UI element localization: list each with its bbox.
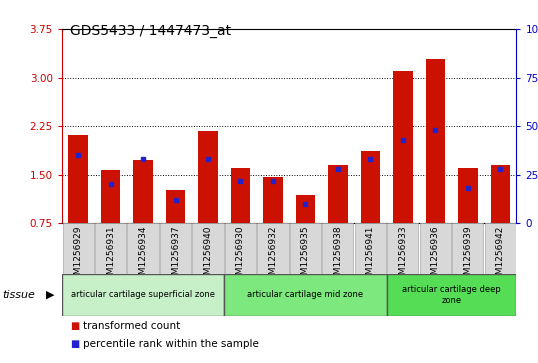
Text: GSM1256932: GSM1256932 xyxy=(268,226,278,286)
Text: articular cartilage mid zone: articular cartilage mid zone xyxy=(247,290,364,299)
FancyBboxPatch shape xyxy=(225,223,256,274)
FancyBboxPatch shape xyxy=(224,274,387,316)
Text: GSM1256934: GSM1256934 xyxy=(139,226,147,286)
Bar xyxy=(198,131,218,223)
Text: GSM1256931: GSM1256931 xyxy=(106,226,115,286)
Bar xyxy=(263,177,282,223)
FancyBboxPatch shape xyxy=(420,223,451,274)
Text: GSM1256933: GSM1256933 xyxy=(398,226,407,286)
FancyBboxPatch shape xyxy=(257,223,288,274)
Bar xyxy=(328,165,348,223)
Bar xyxy=(231,168,250,223)
Text: GSM1256940: GSM1256940 xyxy=(203,226,213,286)
Text: ■: ■ xyxy=(70,339,79,350)
FancyBboxPatch shape xyxy=(95,223,126,274)
FancyBboxPatch shape xyxy=(62,223,94,274)
Bar xyxy=(133,160,153,223)
Text: GSM1256939: GSM1256939 xyxy=(463,226,472,286)
FancyBboxPatch shape xyxy=(322,223,353,274)
Text: GSM1256929: GSM1256929 xyxy=(74,226,83,286)
FancyBboxPatch shape xyxy=(387,223,419,274)
FancyBboxPatch shape xyxy=(387,274,516,316)
Text: ■: ■ xyxy=(70,321,79,331)
Text: GSM1256938: GSM1256938 xyxy=(334,226,342,286)
Text: articular cartilage superficial zone: articular cartilage superficial zone xyxy=(71,290,215,299)
Text: GDS5433 / 1447473_at: GDS5433 / 1447473_at xyxy=(70,24,231,38)
FancyBboxPatch shape xyxy=(128,223,159,274)
FancyBboxPatch shape xyxy=(355,223,386,274)
Bar xyxy=(68,135,88,223)
Text: GSM1256941: GSM1256941 xyxy=(366,226,375,286)
Text: GSM1256935: GSM1256935 xyxy=(301,226,310,286)
Bar xyxy=(426,60,445,223)
Text: articular cartilage deep
zone: articular cartilage deep zone xyxy=(402,285,501,305)
Text: ▶: ▶ xyxy=(46,290,54,300)
Bar xyxy=(458,168,478,223)
Bar xyxy=(166,189,185,223)
FancyBboxPatch shape xyxy=(160,223,191,274)
Bar xyxy=(101,170,121,223)
Text: transformed count: transformed count xyxy=(83,321,181,331)
FancyBboxPatch shape xyxy=(193,223,224,274)
FancyBboxPatch shape xyxy=(452,223,483,274)
Text: GSM1256937: GSM1256937 xyxy=(171,226,180,286)
FancyBboxPatch shape xyxy=(485,223,516,274)
Text: GSM1256930: GSM1256930 xyxy=(236,226,245,286)
Bar xyxy=(491,165,510,223)
Bar xyxy=(393,71,413,223)
FancyBboxPatch shape xyxy=(62,274,224,316)
Bar xyxy=(296,195,315,223)
FancyBboxPatch shape xyxy=(290,223,321,274)
Bar xyxy=(360,151,380,223)
Text: GSM1256942: GSM1256942 xyxy=(495,226,505,286)
Text: percentile rank within the sample: percentile rank within the sample xyxy=(83,339,259,350)
Text: GSM1256936: GSM1256936 xyxy=(431,226,440,286)
Text: tissue: tissue xyxy=(3,290,36,300)
